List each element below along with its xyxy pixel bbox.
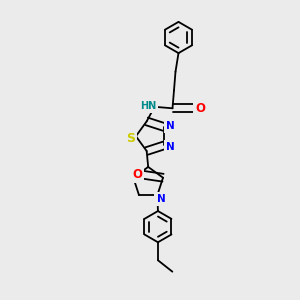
Text: O: O	[195, 102, 205, 115]
Text: S: S	[126, 132, 135, 145]
Text: N: N	[166, 142, 175, 152]
Text: HN: HN	[140, 101, 156, 111]
Text: N: N	[157, 194, 165, 204]
Text: O: O	[132, 168, 142, 181]
Text: N: N	[166, 121, 175, 130]
